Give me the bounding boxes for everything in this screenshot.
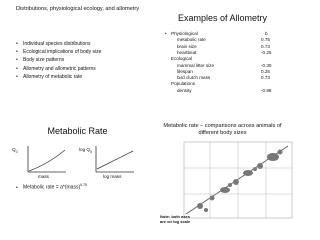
label-sub: 0	[15, 149, 18, 154]
bullet-text: Allometry and allometric patterns	[23, 65, 96, 72]
graphs	[27, 146, 134, 173]
label-sub: 0	[89, 149, 92, 154]
row-value: 0.75	[261, 37, 270, 43]
bullet: • Individual species distributions	[16, 41, 91, 47]
row-value: 0.73	[261, 75, 270, 81]
note-line: Note: both axes	[160, 214, 191, 219]
row-label: heartbeat	[177, 49, 197, 55]
row-value: 0.25	[261, 68, 270, 74]
slide-title: Examples of Allometry	[177, 13, 268, 23]
bullet-text: Ecological implications of body size	[23, 49, 102, 56]
bullet-text: Metabolic rate = a*(mass)	[23, 184, 81, 191]
axis-label: mass	[38, 174, 49, 179]
group-label: Ecological	[171, 56, 192, 62]
row-label: brain size	[177, 43, 197, 49]
label: log Q	[79, 147, 90, 152]
slide-title: Metabolic rate – comparisons across anim…	[163, 123, 282, 136]
row-value: 0.73	[261, 43, 270, 49]
curve	[28, 149, 66, 172]
exponent: 0.75	[80, 183, 87, 187]
note: Note: both axes are on log scale	[160, 214, 190, 224]
group-label: Populations	[171, 81, 196, 87]
grid	[184, 142, 292, 218]
row-label: bird clutch mass	[177, 75, 211, 81]
bullet: • Allometry of metabolic rate	[16, 73, 83, 80]
bullet-text: Body size patterns	[23, 57, 65, 64]
bullet-dot: •	[165, 31, 167, 36]
figure	[183, 141, 293, 219]
bullet: • Ecological implications of body size	[16, 49, 102, 56]
bullet: • Allometry and allometric patterns	[16, 65, 96, 72]
group-label: Physiological	[171, 31, 198, 36]
animal-icons	[197, 149, 283, 212]
row-value: -0.30	[261, 62, 272, 68]
row-label: lifespan	[177, 68, 193, 74]
axis-label: log mass	[103, 174, 122, 179]
page: Distributions, physiological ecology, an…	[12, 6, 293, 224]
row-label: density	[177, 87, 192, 93]
axis-label: Q0	[12, 147, 18, 154]
slide-title: Metabolic Rate	[47, 126, 108, 136]
bullet: • Body size patterns	[16, 57, 65, 64]
axis-label: log Q0	[79, 147, 92, 154]
row-value: -0.25	[261, 49, 272, 55]
bullet-text: Allometry of metabolic rate	[23, 73, 83, 80]
allometry-table: b • Physiological metabolic rate 0.75 brain s…	[165, 31, 285, 111]
line	[96, 150, 134, 170]
note-line: are on log scale	[160, 219, 191, 224]
label: Q	[12, 147, 16, 152]
bullet: • Metabolic rate = a*(mass)0.75	[16, 183, 87, 191]
column-header: b	[265, 31, 268, 36]
slide-title: Distributions, physiological ecology, an…	[15, 6, 140, 12]
row-value: -0.98	[261, 87, 272, 93]
bullet-text: Individual species distributions	[23, 41, 91, 47]
row-label: mammal litter size	[177, 62, 215, 68]
bullet-list: • Individual species distributions • Ecolo…	[16, 40, 101, 81]
row-label: metabolic rate	[177, 37, 206, 43]
